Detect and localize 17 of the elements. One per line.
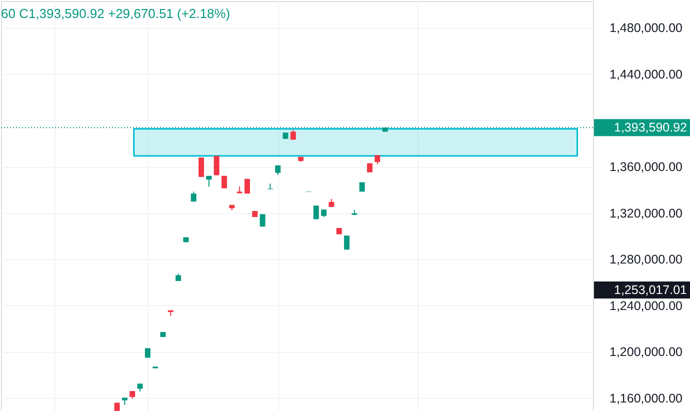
chart-title: 60 C1,393,590.92 +29,670.51 (+2.18%): [1, 6, 230, 21]
candlestick: [374, 154, 380, 165]
y-tick-label: 1,240,000.00: [610, 298, 683, 313]
candlestick: [344, 235, 350, 250]
y-tick-label: 1,320,000.00: [610, 206, 683, 220]
y-tick-label: 1,360,000.00: [610, 160, 683, 174]
y-tick-label: 1,480,000.00: [610, 21, 683, 36]
y-tick-label: 1,440,000.00: [610, 67, 683, 82]
y-tick-label: 1,200,000.00: [610, 345, 683, 360]
y-tick-label: 1,280,000.00: [610, 252, 683, 267]
y-tick-label: 1,160,000.00: [610, 391, 683, 406]
candlestick: [198, 157, 204, 178]
candlestick: [260, 214, 266, 228]
candlestick: [222, 175, 227, 189]
ref-line-label: 1,393,590.92: [614, 120, 688, 135]
candlestick: [313, 205, 319, 220]
text: 1,253,017.01: [614, 283, 688, 297]
